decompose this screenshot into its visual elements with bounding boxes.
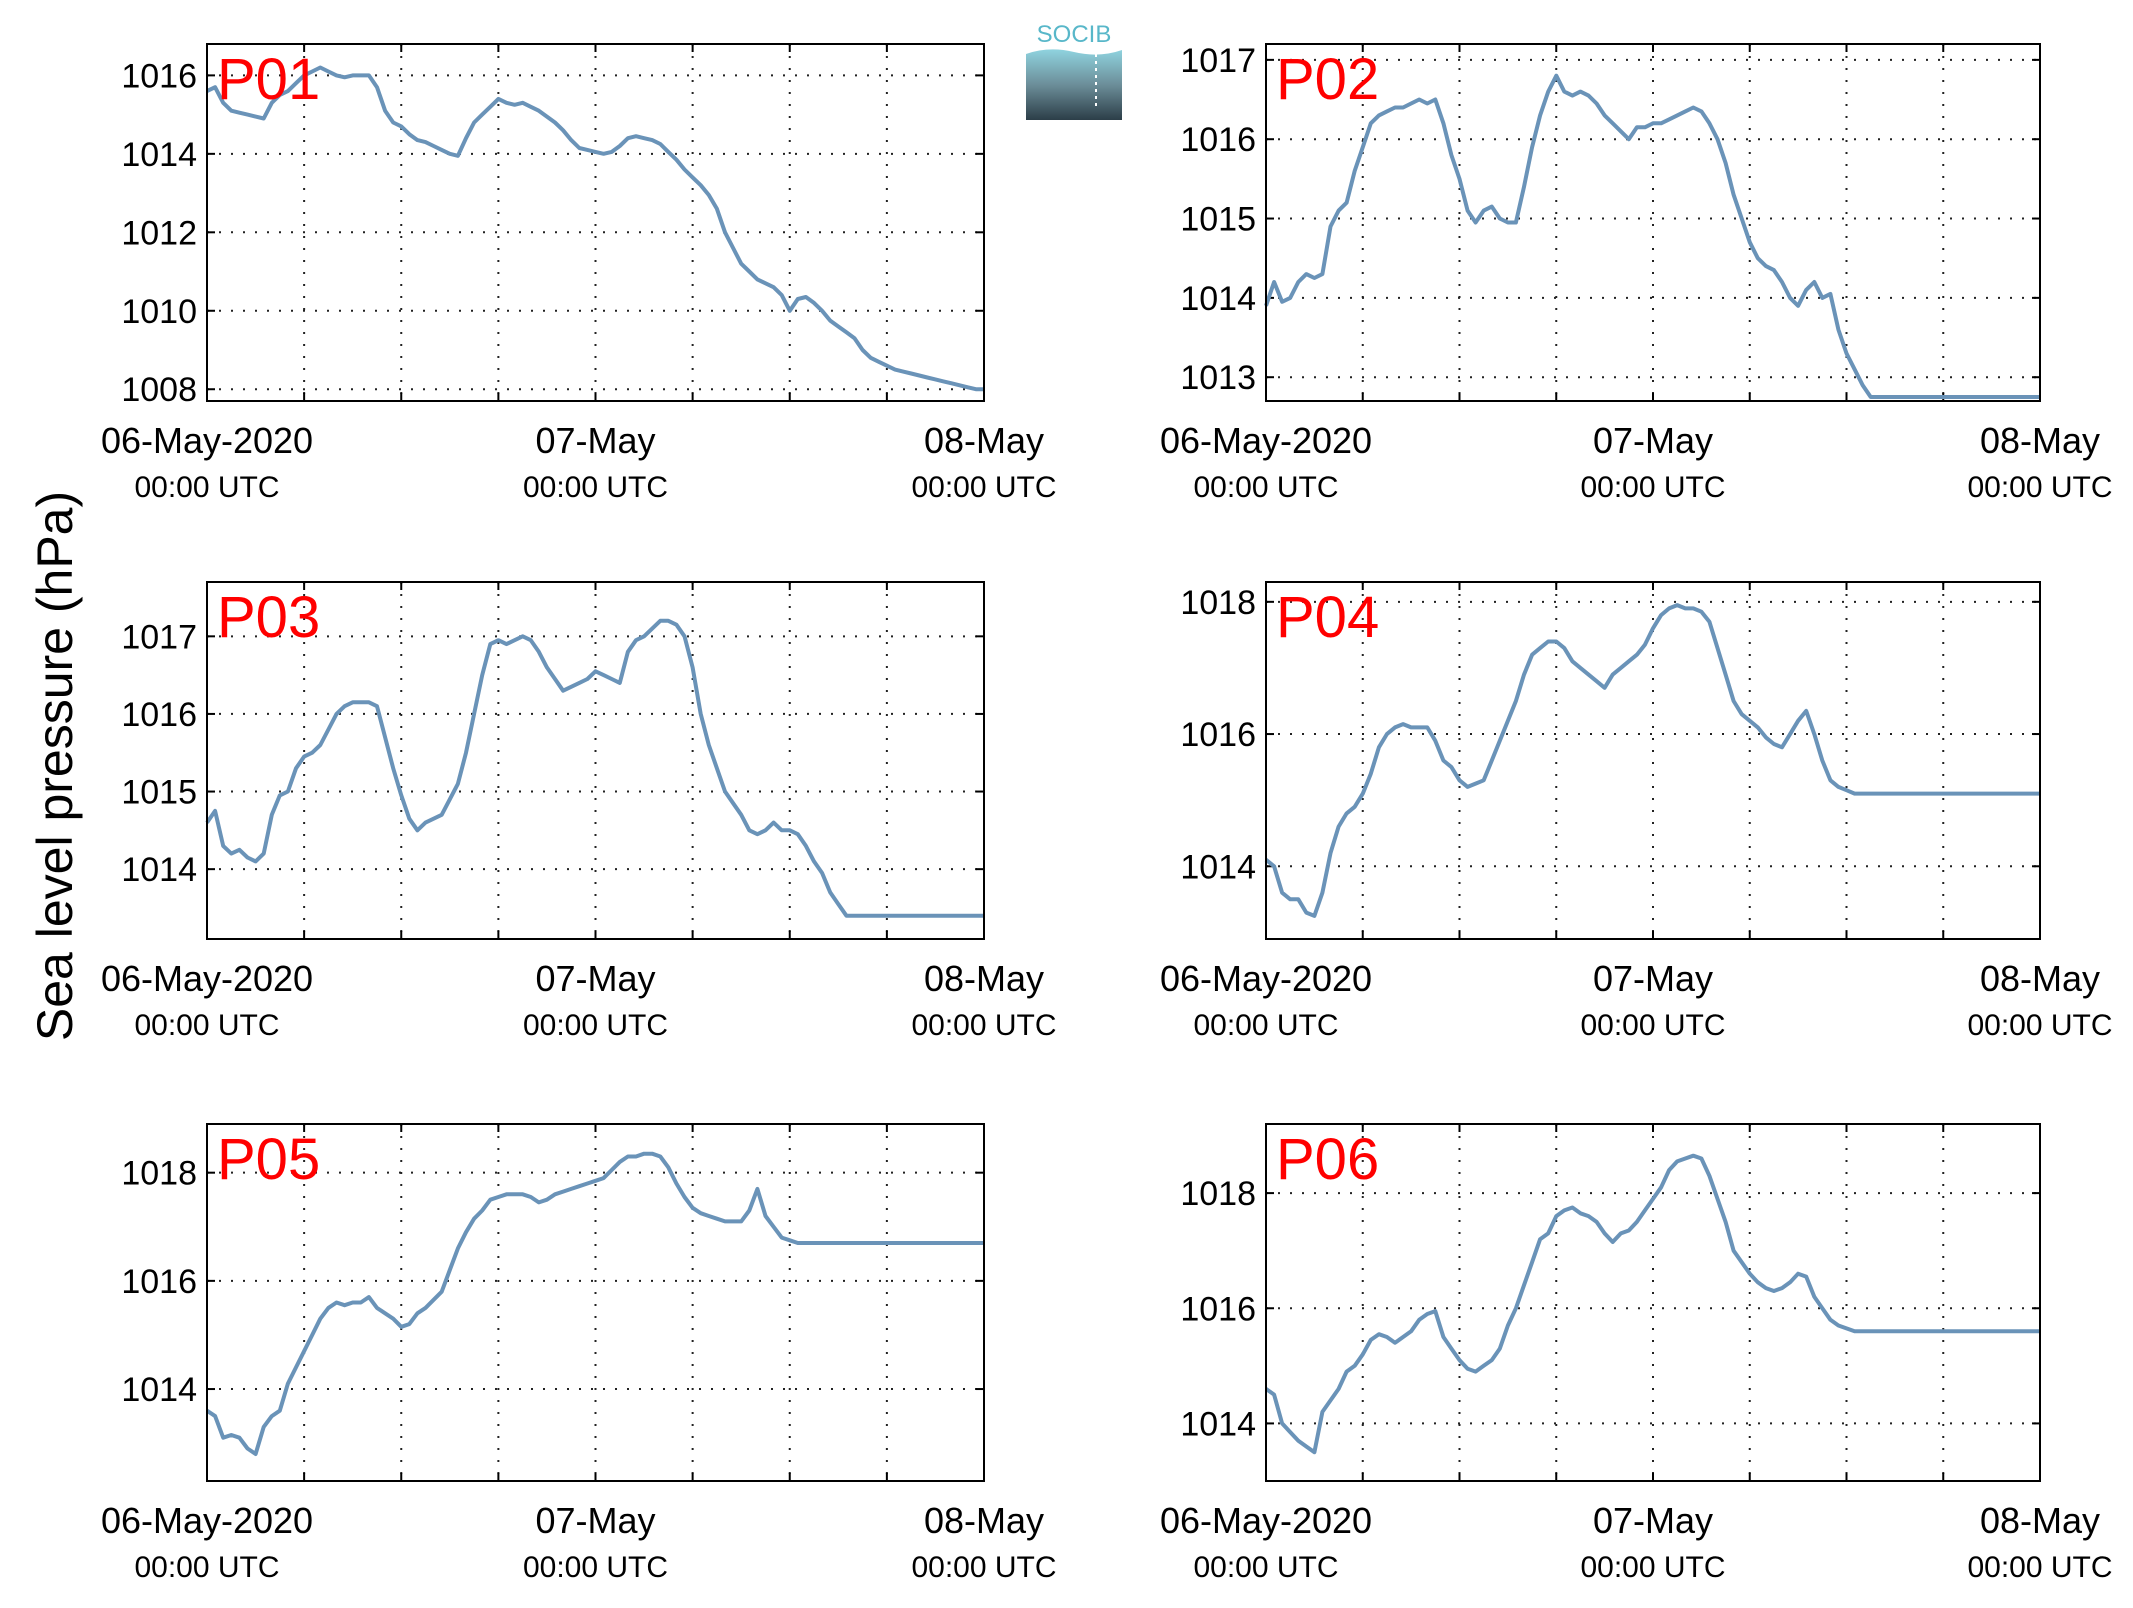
y-tick-label: 1016 bbox=[121, 696, 197, 734]
panel-label: P05 bbox=[217, 1127, 320, 1192]
x-tick-sublabel: 00:00 UTC bbox=[1580, 471, 1725, 504]
x-tick-label: 06-May-2020 bbox=[101, 958, 313, 999]
y-tick-label: 1008 bbox=[121, 371, 197, 409]
x-tick-label: 08-May bbox=[1980, 958, 2100, 999]
y-tick-label: 1010 bbox=[121, 293, 197, 331]
chart-panel-p03: 1014 1015 1016 1017 06-May-2020 00:00 UTC 07-M… bbox=[101, 581, 1057, 1042]
x-tick-label: 06-May-2020 bbox=[101, 420, 313, 461]
x-tick-sublabel: 00:00 UTC bbox=[523, 1551, 668, 1584]
plot-frame bbox=[1265, 1123, 2041, 1482]
series-line bbox=[1264, 1153, 2040, 1455]
chart-panel-p01: 1008 1010 1012 1014 1016 06-May-2020 00:00 UTC… bbox=[101, 43, 1057, 504]
y-tick-label: 1014 bbox=[121, 136, 197, 174]
x-tick-label: 07-May bbox=[1593, 1500, 1713, 1541]
series-line bbox=[205, 618, 984, 918]
x-tick-sublabel: 00:00 UTC bbox=[1193, 471, 1338, 504]
x-tick-label: 06-May-2020 bbox=[1160, 958, 1372, 999]
y-tick-label: 1018 bbox=[1180, 584, 1256, 622]
x-tick-label: 07-May bbox=[535, 420, 655, 461]
x-tick-sublabel: 00:00 UTC bbox=[1580, 1009, 1725, 1042]
x-tick-label: 08-May bbox=[924, 1500, 1044, 1541]
y-tick-label: 1015 bbox=[121, 774, 197, 812]
plot-frame bbox=[206, 1123, 985, 1482]
chart-panel-p02: 1013 1014 1015 1016 1017 06-May-2020 00:00 UTC… bbox=[1160, 42, 2113, 504]
x-tick-label: 08-May bbox=[1980, 1500, 2100, 1541]
panel-label: P06 bbox=[1276, 1127, 1379, 1192]
plot-frame bbox=[206, 581, 985, 940]
y-tick-label: 1014 bbox=[121, 851, 197, 889]
y-tick-label: 1012 bbox=[121, 214, 197, 252]
x-tick-sublabel: 00:00 UTC bbox=[523, 471, 668, 504]
series-line bbox=[1264, 73, 2040, 399]
x-tick-label: 07-May bbox=[1593, 958, 1713, 999]
x-tick-sublabel: 00:00 UTC bbox=[134, 1551, 279, 1584]
x-tick-sublabel: 00:00 UTC bbox=[1580, 1551, 1725, 1584]
y-tick-label: 1014 bbox=[1180, 1405, 1256, 1443]
plot-frame bbox=[1265, 43, 2041, 402]
x-tick-sublabel: 00:00 UTC bbox=[134, 471, 279, 504]
y-tick-label: 1014 bbox=[1180, 848, 1256, 886]
x-tick-label: 06-May-2020 bbox=[1160, 420, 1372, 461]
panel-label: P01 bbox=[217, 47, 320, 112]
x-tick-label: 08-May bbox=[924, 958, 1044, 999]
y-tick-label: 1018 bbox=[121, 1155, 197, 1193]
x-tick-sublabel: 00:00 UTC bbox=[1967, 471, 2112, 504]
y-tick-label: 1016 bbox=[1180, 716, 1256, 754]
x-tick-sublabel: 00:00 UTC bbox=[1193, 1551, 1338, 1584]
plot-frame bbox=[1265, 581, 2041, 940]
panel-label: P03 bbox=[217, 585, 320, 650]
x-tick-sublabel: 00:00 UTC bbox=[1193, 1009, 1338, 1042]
y-tick-label: 1016 bbox=[1180, 121, 1256, 159]
x-tick-sublabel: 00:00 UTC bbox=[911, 1009, 1056, 1042]
x-tick-label: 08-May bbox=[924, 420, 1044, 461]
x-tick-label: 07-May bbox=[1593, 420, 1713, 461]
y-tick-label: 1013 bbox=[1180, 359, 1256, 397]
panel-label: P02 bbox=[1276, 47, 1379, 112]
y-tick-label: 1017 bbox=[121, 618, 197, 656]
x-tick-sublabel: 00:00 UTC bbox=[134, 1009, 279, 1042]
series-line bbox=[1264, 603, 2040, 918]
chart-panel-p06: 1014 1016 1018 06-May-2020 00:00 UTC 07-May 00… bbox=[1160, 1123, 2113, 1584]
y-tick-label: 1018 bbox=[1180, 1175, 1256, 1213]
y-tick-label: 1017 bbox=[1180, 42, 1256, 80]
y-tick-label: 1014 bbox=[121, 1371, 197, 1409]
socib-logo: SOCIB bbox=[1026, 21, 1122, 120]
x-tick-label: 06-May-2020 bbox=[101, 1500, 313, 1541]
panel-label: P04 bbox=[1276, 585, 1379, 650]
chart-panel-p05: 1014 1016 1018 06-May-2020 00:00 UTC 07-May 00… bbox=[101, 1123, 1057, 1584]
plot-frame bbox=[206, 43, 985, 402]
x-tick-sublabel: 00:00 UTC bbox=[911, 471, 1056, 504]
y-tick-label: 1016 bbox=[1180, 1290, 1256, 1328]
y-tick-label: 1014 bbox=[1180, 280, 1256, 318]
x-tick-label: 07-May bbox=[535, 958, 655, 999]
logo-text: SOCIB bbox=[1037, 21, 1112, 48]
x-tick-sublabel: 00:00 UTC bbox=[1967, 1009, 2112, 1042]
y-tick-label: 1015 bbox=[1180, 201, 1256, 239]
x-tick-label: 08-May bbox=[1980, 420, 2100, 461]
x-tick-label: 06-May-2020 bbox=[1160, 1500, 1372, 1541]
y-tick-label: 1016 bbox=[121, 1263, 197, 1301]
x-tick-sublabel: 00:00 UTC bbox=[911, 1551, 1056, 1584]
series-line bbox=[205, 1151, 984, 1456]
x-tick-sublabel: 00:00 UTC bbox=[1967, 1551, 2112, 1584]
x-tick-label: 07-May bbox=[535, 1500, 655, 1541]
y-tick-label: 1016 bbox=[121, 57, 197, 95]
chart-panel-p04: 1014 1016 1018 06-May-2020 00:00 UTC 07-May 00… bbox=[1160, 581, 2113, 1042]
panels: 1008 1010 1012 1014 1016 06-May-2020 00:00 UTC… bbox=[101, 42, 2113, 1584]
y-axis-label: Sea level pressure (hPa) bbox=[27, 491, 83, 1041]
series-line bbox=[206, 65, 984, 392]
x-tick-sublabel: 00:00 UTC bbox=[523, 1009, 668, 1042]
